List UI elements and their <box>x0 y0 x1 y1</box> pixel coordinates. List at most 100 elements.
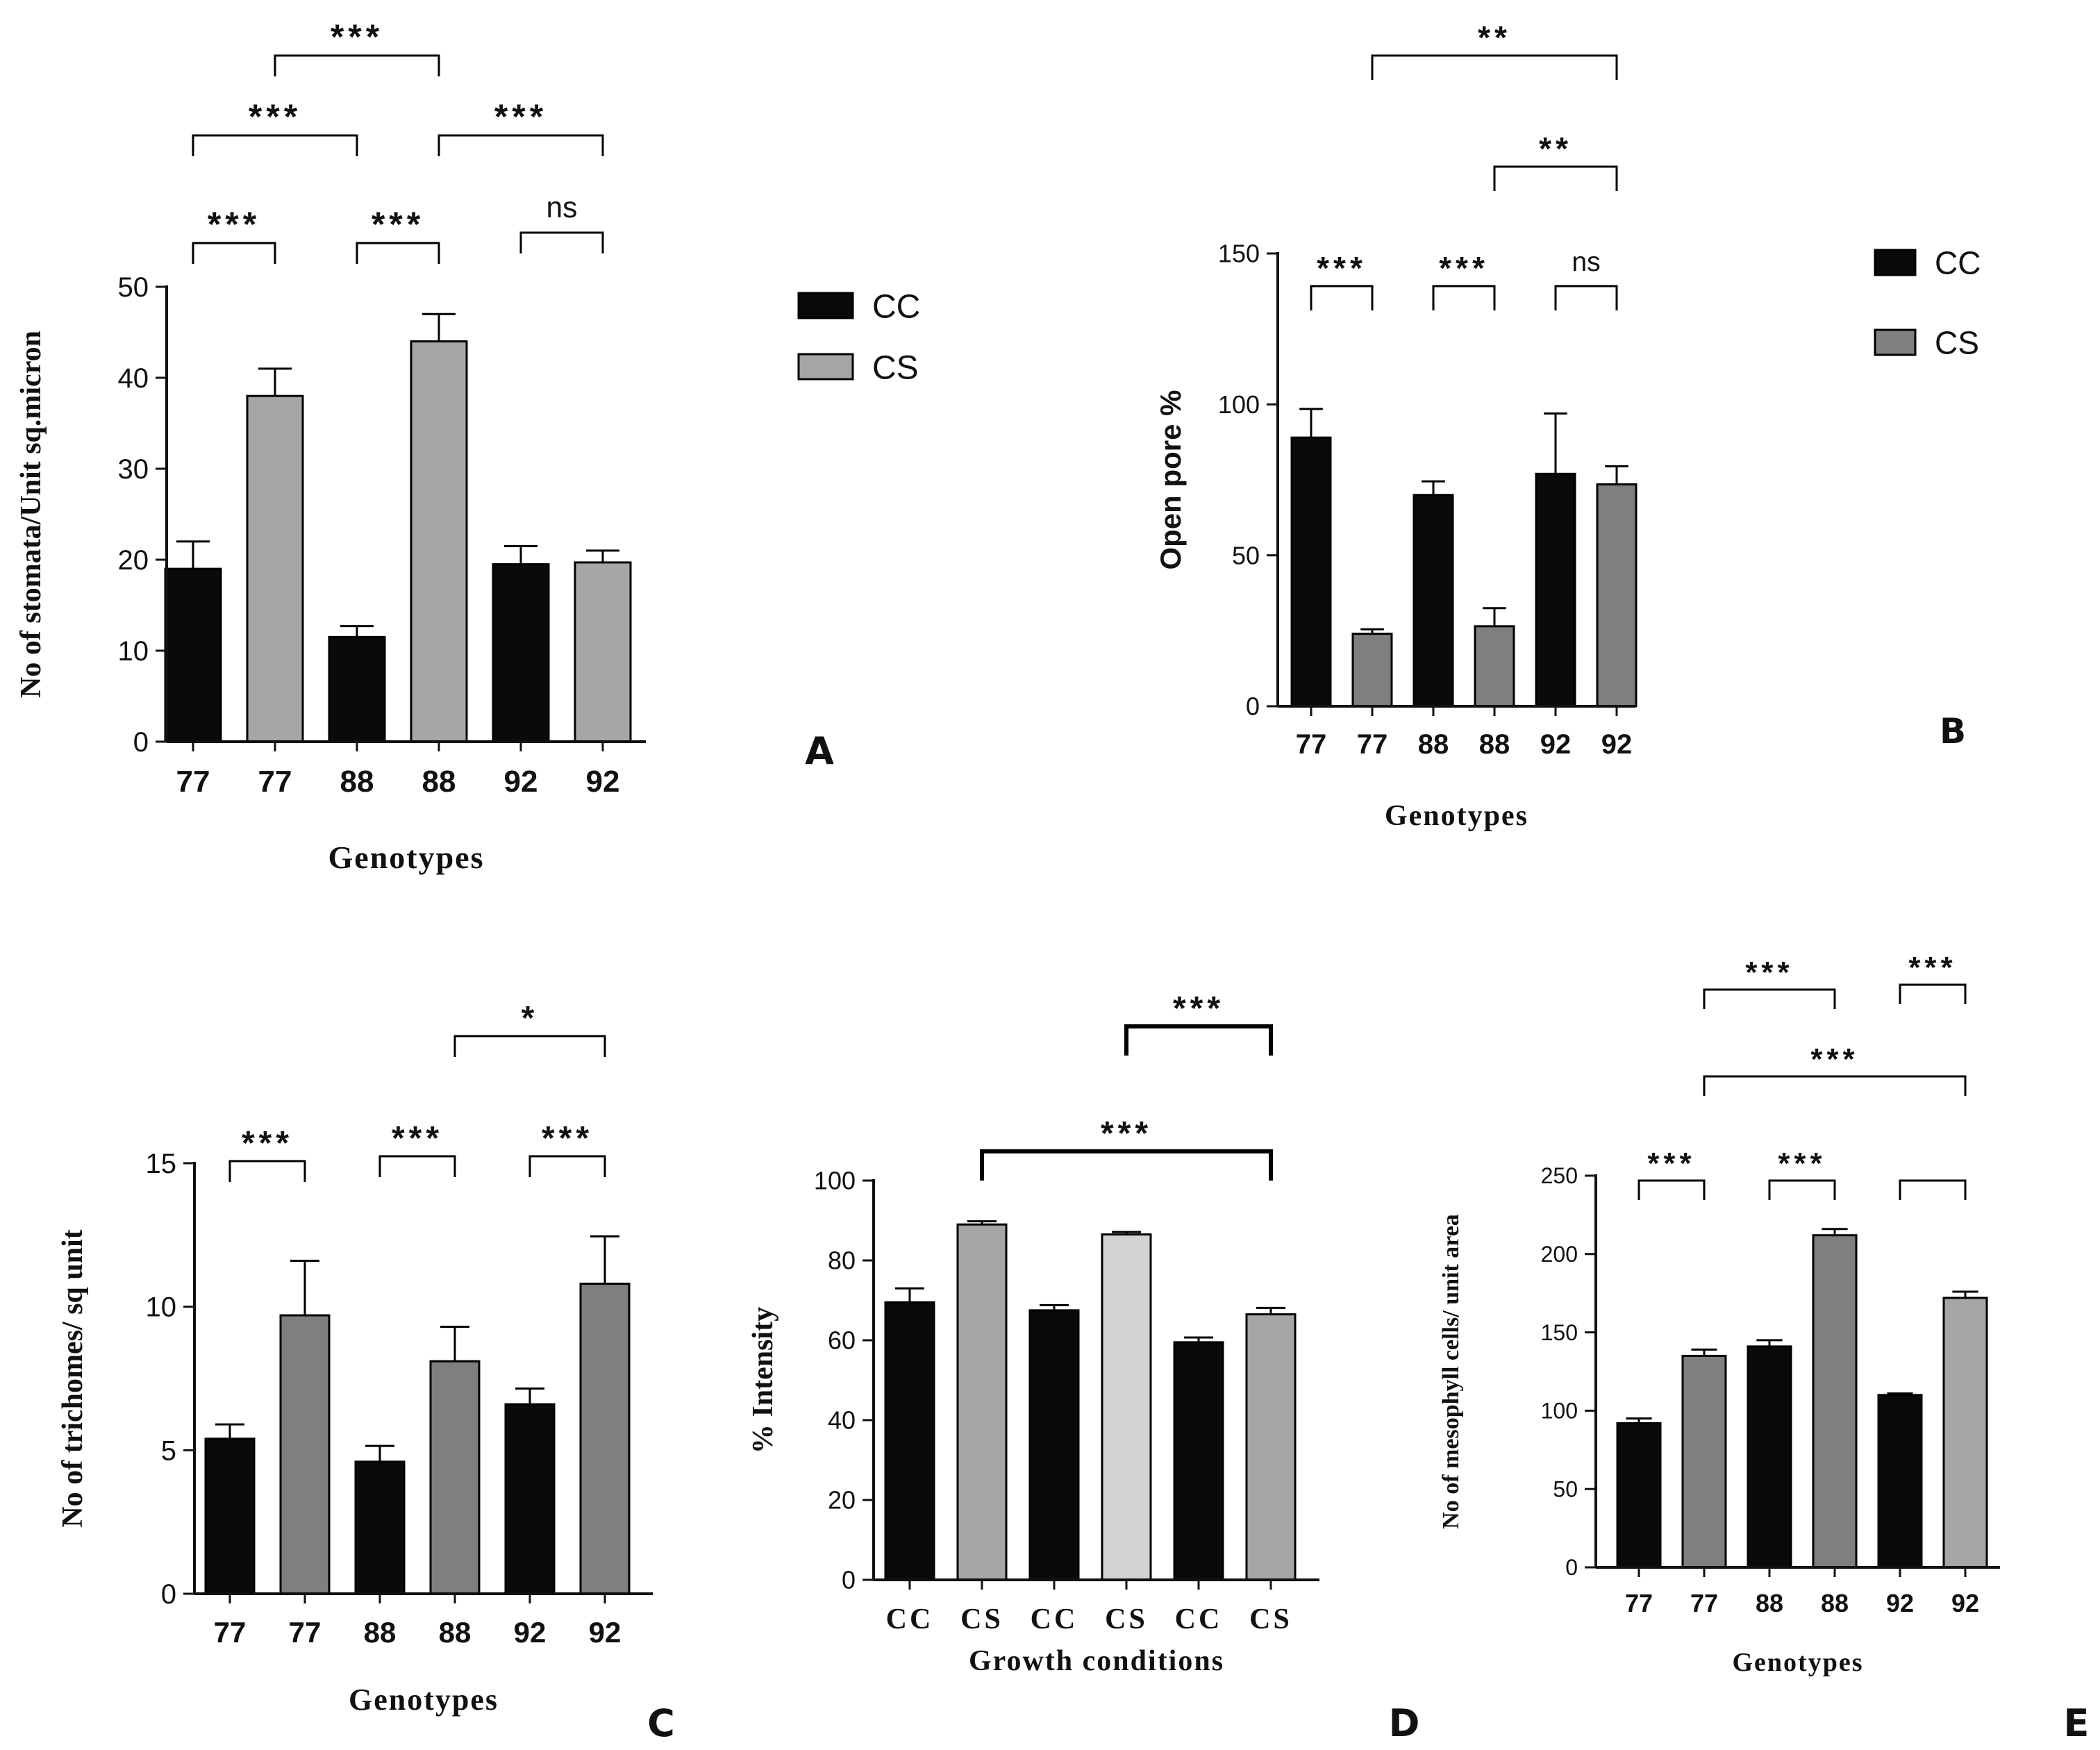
significance-label: *** <box>1647 1147 1695 1181</box>
x-tick-label: CS <box>1105 1603 1148 1635</box>
significance-bracket <box>192 134 358 156</box>
legend-label: CC <box>872 288 920 325</box>
x-tick-label: 88 <box>1756 1589 1783 1617</box>
significance-label: *** <box>1908 951 1956 985</box>
x-tick-label: 88 <box>1479 729 1510 760</box>
y-tick-label: 10 <box>118 636 149 667</box>
x-axis-title: Genotypes <box>349 1683 499 1717</box>
legend-swatch <box>797 353 854 381</box>
panel-letter: E <box>2064 1701 2090 1745</box>
bar <box>164 567 222 743</box>
y-tick-label: 80 <box>828 1247 856 1275</box>
x-tick-label: 77 <box>258 765 292 799</box>
bar <box>328 635 386 743</box>
significance-label: *** <box>372 205 424 244</box>
x-tick-label: 77 <box>289 1616 322 1649</box>
x-tick-label: 77 <box>1357 729 1388 760</box>
x-axis-title: Growth conditions <box>969 1645 1224 1677</box>
x-tick-label: 88 <box>422 765 456 799</box>
x-tick-label: 77 <box>176 765 210 799</box>
y-tick-label: 50 <box>118 272 149 303</box>
bar <box>1173 1341 1224 1581</box>
y-tick-label: 40 <box>828 1406 856 1435</box>
bar <box>1877 1394 1923 1569</box>
significance-bracket <box>1124 1024 1273 1056</box>
significance-bracket <box>1899 983 1967 1004</box>
significance-bracket <box>1493 165 1618 191</box>
y-tick-label: 40 <box>118 363 149 394</box>
bar <box>884 1301 935 1581</box>
significance-label: ns <box>1572 247 1600 277</box>
x-axis-title: Genotypes <box>1733 1648 1864 1677</box>
x-tick-label: 77 <box>1690 1589 1718 1617</box>
significance-bracket <box>1310 285 1374 310</box>
panel-letter: A <box>805 729 834 773</box>
legend-swatch <box>1874 249 1917 276</box>
bar <box>1535 472 1576 708</box>
y-tick-label: 0 <box>133 727 149 758</box>
bar <box>1942 1297 1988 1569</box>
bar <box>1245 1313 1297 1581</box>
bar <box>1101 1233 1152 1581</box>
y-tick-label: 10 <box>146 1292 177 1323</box>
bar <box>956 1223 1008 1581</box>
x-tick-label: 92 <box>1540 729 1572 760</box>
legend-swatch <box>797 292 854 319</box>
x-tick-label: 92 <box>1886 1589 1914 1617</box>
bar <box>1747 1345 1792 1569</box>
y-tick-label: 100 <box>1218 390 1260 419</box>
chart-panel-e: 77 77 88 88 92 92 0 50 100 150 200 250 No of mesophy… <box>1438 951 2089 1745</box>
bar <box>574 561 632 743</box>
significance-label: *** <box>1439 250 1489 286</box>
y-tick-label: 50 <box>1232 541 1260 569</box>
y-tick-label: 5 <box>161 1435 176 1466</box>
significance-label: * <box>522 1000 539 1037</box>
bar <box>1474 625 1515 708</box>
significance-bracket <box>1432 285 1496 310</box>
bar <box>1596 483 1638 708</box>
significance-label: *** <box>208 205 260 244</box>
bar <box>579 1283 631 1595</box>
y-tick-label: 250 <box>1541 1163 1578 1188</box>
significance-label: ** <box>1478 19 1511 56</box>
legend-swatch <box>1874 328 1917 356</box>
y-axis-title: No of stomata/Unit sq.micron <box>15 331 47 698</box>
chart-panel-b: 77 77 88 88 92 92 0 50 100 150 Open pore % Genotype… <box>1154 19 1981 832</box>
panel-letter: C <box>647 1701 675 1745</box>
x-tick-label: 88 <box>1821 1589 1849 1617</box>
y-tick-label: 150 <box>1218 240 1260 268</box>
significance-bracket <box>378 1155 456 1177</box>
y-tick-label: 20 <box>118 545 149 576</box>
y-tick-label: 30 <box>118 454 149 485</box>
y-tick-label: 0 <box>161 1579 176 1610</box>
significance-label: *** <box>392 1120 443 1157</box>
x-axis-title: Genotypes <box>328 840 485 875</box>
y-axis-title: No of mesophyll cells/ unit area <box>1438 1214 1464 1529</box>
y-tick-label: 0 <box>1565 1555 1578 1580</box>
y-tick-label: 200 <box>1541 1242 1578 1267</box>
x-tick-label: CC <box>886 1603 934 1635</box>
significance-label: *** <box>242 1125 293 1162</box>
y-tick-label: 0 <box>1246 692 1260 721</box>
y-tick-label: 0 <box>842 1566 856 1594</box>
bar <box>1616 1422 1662 1569</box>
y-tick-label: 15 <box>146 1149 177 1179</box>
bar <box>204 1438 256 1595</box>
y-tick-label: 100 <box>1541 1399 1578 1424</box>
significance-label: *** <box>249 97 301 136</box>
significance-bracket <box>1899 1179 1967 1200</box>
x-tick-label: 77 <box>1296 729 1327 760</box>
y-tick-label: 50 <box>1553 1476 1578 1501</box>
bar <box>429 1360 481 1595</box>
y-axis-title: Open pore % <box>1154 390 1187 569</box>
significance-label: *** <box>1810 1042 1858 1076</box>
y-tick-label: 20 <box>828 1486 856 1515</box>
x-tick-label: CC <box>1031 1603 1078 1635</box>
significance-bracket <box>438 134 604 156</box>
bar <box>1290 436 1332 708</box>
bar <box>1028 1309 1080 1581</box>
significance-label: ** <box>1539 131 1572 167</box>
x-axis-title: Genotypes <box>1385 800 1528 832</box>
bar <box>246 394 304 743</box>
bar <box>1812 1234 1858 1569</box>
